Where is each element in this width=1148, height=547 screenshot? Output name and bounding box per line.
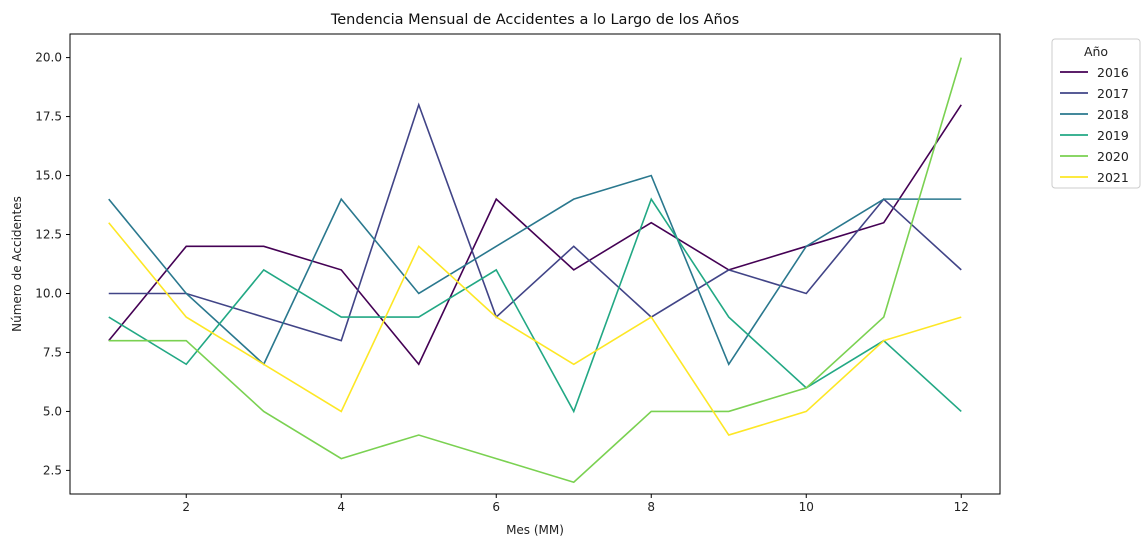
y-tick-label: 15.0: [35, 169, 62, 183]
x-tick-label: 6: [492, 500, 500, 514]
x-tick-label: 12: [954, 500, 969, 514]
legend-label-2016: 2016: [1097, 65, 1129, 80]
y-axis-label: Número de Accidentes: [10, 196, 24, 332]
legend-label-2019: 2019: [1097, 128, 1129, 143]
x-tick-label: 10: [799, 500, 814, 514]
y-tick-label: 7.5: [43, 345, 62, 359]
series-line-2016: [108, 104, 962, 366]
series-line-2018: [108, 174, 962, 366]
y-tick-label: 17.5: [35, 110, 62, 124]
x-tick-label: 8: [647, 500, 655, 514]
y-tick-label: 5.0: [43, 404, 62, 418]
plot-frame: [69, 33, 1001, 495]
legend-label-2018: 2018: [1097, 107, 1129, 122]
chart-title: Tendencia Mensual de Accidentes a lo Lar…: [330, 12, 739, 28]
series-line-2021: [108, 222, 962, 436]
series-line-2020: [108, 57, 963, 484]
y-tick-label: 2.5: [43, 463, 62, 477]
x-axis: 2 4 6 8 10 12: [182, 494, 969, 514]
y-tick-label: 20.0: [35, 51, 62, 65]
series-line-2017: [108, 102, 962, 342]
x-tick-label: 2: [182, 500, 190, 514]
legend-label-2020: 2020: [1097, 149, 1129, 164]
legend: Año 2016 2017 2018 2019 2020 2021: [1051, 38, 1141, 189]
x-tick-label: 4: [337, 500, 345, 514]
plot-lines: [108, 57, 963, 484]
legend-title: Año: [1084, 44, 1108, 59]
series-line-2019: [108, 197, 962, 414]
y-axis: 2.5 5.0 7.5 10.0 12.5 15.0 17.5 20.0: [35, 51, 70, 477]
legend-items: 2016 2017 2018 2019 2020 2021: [1060, 65, 1129, 185]
legend-frame: [1051, 38, 1141, 189]
x-axis-label: Mes (MM): [506, 523, 564, 537]
legend-label-2021: 2021: [1097, 170, 1129, 185]
y-tick-label: 10.0: [35, 286, 62, 300]
y-tick-label: 12.5: [35, 228, 62, 242]
legend-label-2017: 2017: [1097, 86, 1129, 101]
